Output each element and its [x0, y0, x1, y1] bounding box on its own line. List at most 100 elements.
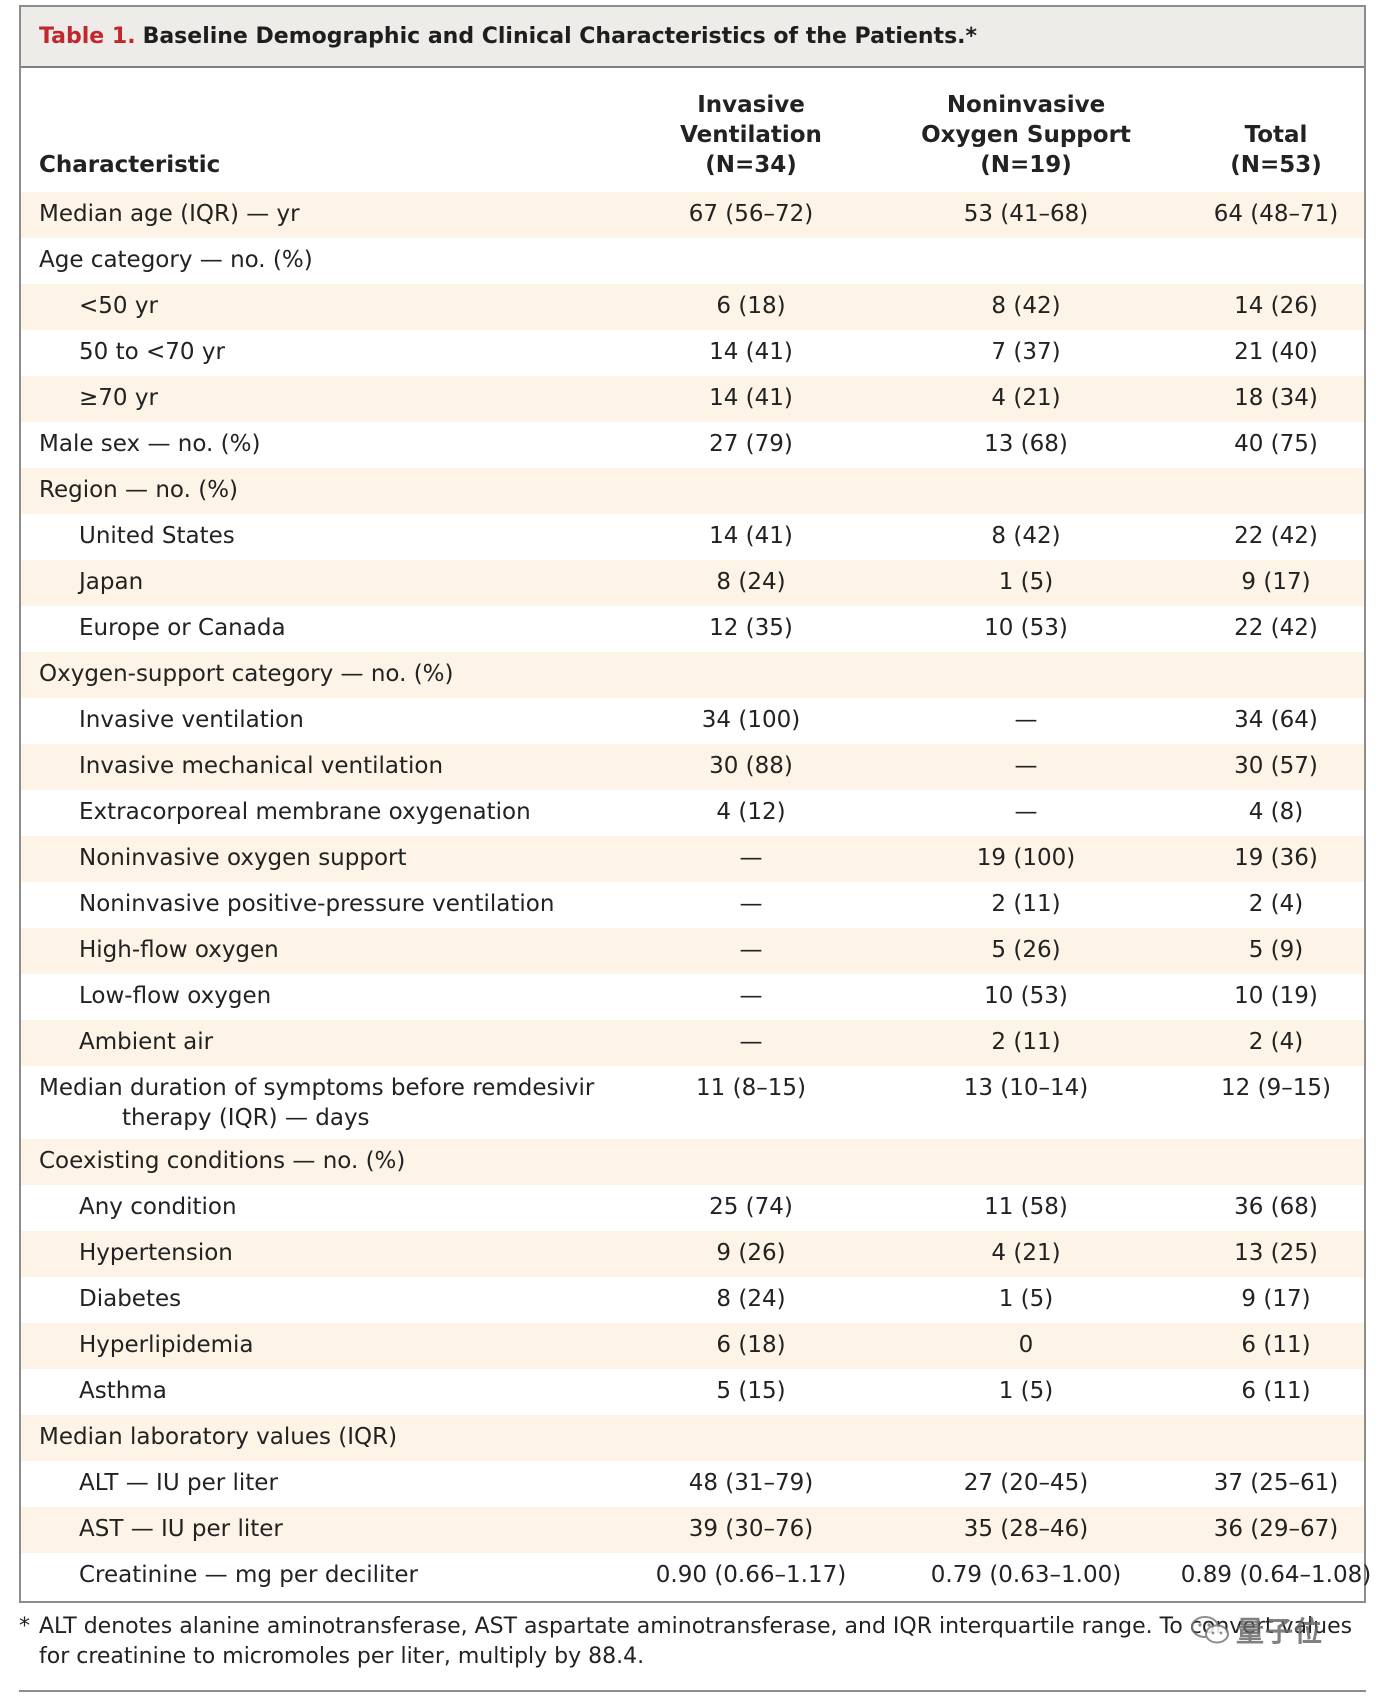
table-row: Median duration of symptoms before remde… — [21, 1066, 1364, 1139]
row-label-text: Europe or Canada — [79, 615, 286, 641]
row-label-text: AST — IU per liter — [79, 1516, 283, 1542]
row-label: Invasive ventilation — [79, 705, 304, 735]
cell-noninvasive-oxygen-support: 10 (53) — [984, 615, 1068, 641]
cell-total: 37 (25–61) — [1213, 1470, 1339, 1496]
cell-invasive-ventilation: 6 (18) — [716, 293, 786, 319]
cell-noninvasive-oxygen-support: 1 (5) — [998, 1286, 1054, 1312]
row-label-text: <50 yr — [79, 293, 158, 319]
table-row: Male sex — no. (%) 27 (79) 13 (68) 40 (75) — [21, 422, 1364, 468]
cell-total: 30 (57) — [1234, 753, 1318, 779]
cell-invasive-ventilation: 12 (35) — [709, 615, 793, 641]
row-label-text: Noninvasive oxygen support — [79, 845, 407, 871]
cell-total: 12 (9–15) — [1221, 1075, 1331, 1101]
table-body: Median age (IQR) — yr 67 (56–72) 53 (41–68… — [21, 192, 1371, 1599]
row-label: ALT — IU per liter — [79, 1468, 278, 1498]
row-label: Diabetes — [79, 1284, 181, 1314]
header-characteristic: Characteristic — [39, 152, 221, 178]
row-label: Invasive mechanical ventilation — [79, 751, 443, 781]
table-row: Median age (IQR) — yr 67 (56–72) 53 (41–68… — [21, 192, 1364, 238]
row-label-text: Low-flow oxygen — [79, 983, 272, 1009]
cell-noninvasive-oxygen-support: 27 (20–45) — [963, 1470, 1089, 1496]
cell-invasive-ventilation: 8 (24) — [716, 569, 786, 595]
table-row: Hyperlipidemia 6 (18) 0 6 (11) — [21, 1323, 1364, 1369]
cell-noninvasive-oxygen-support: 10 (53) — [984, 983, 1068, 1009]
row-label: Median age (IQR) — yr — [39, 199, 300, 229]
cell-total: 18 (34) — [1234, 385, 1318, 411]
table-row: <50 yr 6 (18) 8 (42) 14 (26) — [21, 284, 1364, 330]
table-row: 50 to <70 yr 14 (41) 7 (37) 21 (40) — [21, 330, 1364, 376]
cell-total: 9 (17) — [1241, 1286, 1311, 1312]
cell-total: 2 (4) — [1248, 891, 1304, 917]
table-label: Table 1. — [39, 24, 136, 49]
header-invasive-ventilation: Invasive Ventilation (N=34) — [621, 90, 881, 180]
row-label: AST — IU per liter — [79, 1514, 283, 1544]
row-label-text: Median duration of symptoms before remde… — [39, 1075, 595, 1101]
footnote-marker: * — [19, 1614, 30, 1639]
cell-invasive-ventilation: 14 (41) — [709, 523, 793, 549]
cell-noninvasive-oxygen-support: 4 (21) — [991, 385, 1061, 411]
row-label: ≥70 yr — [79, 383, 158, 413]
table-row: Invasive ventilation 34 (100) — 34 (64) — [21, 698, 1364, 744]
cell-noninvasive-oxygen-support: 19 (100) — [976, 845, 1076, 871]
cell-noninvasive-oxygen-support: 35 (28–46) — [963, 1516, 1089, 1542]
footnote-text: ALT denotes alanine aminotransferase, AS… — [39, 1614, 1353, 1669]
cell-noninvasive-oxygen-support: 13 (68) — [984, 431, 1068, 457]
row-label: Age category — no. (%) — [39, 245, 313, 275]
cell-total: 9 (17) — [1241, 569, 1311, 595]
cell-noninvasive-oxygen-support: 5 (26) — [991, 937, 1061, 963]
table-row: AST — IU per liter 39 (30–76) 35 (28–46) 36… — [21, 1507, 1364, 1553]
row-label: Noninvasive oxygen support — [79, 843, 407, 873]
cell-invasive-ventilation: 39 (30–76) — [688, 1516, 814, 1542]
table-frame: Table 1. Baseline Demographic and Clinic… — [19, 5, 1371, 1603]
cell-total: 0.89 (0.64–1.08) — [1180, 1562, 1372, 1588]
cell-invasive-ventilation: — — [739, 845, 763, 871]
cell-noninvasive-oxygen-support: 2 (11) — [991, 1029, 1061, 1055]
cell-noninvasive-oxygen-support: 13 (10–14) — [963, 1075, 1089, 1101]
cell-invasive-ventilation: — — [739, 937, 763, 963]
table-row: Median laboratory values (IQR) — [21, 1415, 1364, 1461]
cell-total: 36 (29–67) — [1213, 1516, 1339, 1542]
row-label: Coexisting conditions — no. (%) — [39, 1146, 405, 1176]
row-label-text: Diabetes — [79, 1286, 182, 1312]
header-line: (N=34) — [705, 152, 797, 178]
row-label: Male sex — no. (%) — [39, 429, 260, 459]
row-label-text: Median laboratory values (IQR) — [39, 1424, 398, 1450]
cell-noninvasive-oxygen-support: 1 (5) — [998, 1378, 1054, 1404]
cell-total: 64 (48–71) — [1213, 201, 1339, 227]
row-label: Japan — [79, 567, 143, 597]
row-label-text: Coexisting conditions — no. (%) — [39, 1148, 406, 1174]
table-row: United States 14 (41) 8 (42) 22 (42) — [21, 514, 1364, 560]
table-row: Any condition 25 (74) 11 (58) 36 (68) — [21, 1185, 1364, 1231]
table-row: Creatinine — mg per deciliter 0.90 (0.66–… — [21, 1553, 1371, 1599]
table-row: Noninvasive positive-pressure ventilatio… — [21, 882, 1364, 928]
table-row: Region — no. (%) — [21, 468, 1364, 514]
cell-invasive-ventilation: 30 (88) — [709, 753, 793, 779]
cell-total: 5 (9) — [1248, 937, 1304, 963]
cell-invasive-ventilation: 8 (24) — [716, 1286, 786, 1312]
table-title-bar: Table 1. Baseline Demographic and Clinic… — [21, 7, 1364, 68]
table-row: High-flow oxygen — 5 (26) 5 (9) — [21, 928, 1364, 974]
table-row: Europe or Canada 12 (35) 10 (53) 22 (42) — [21, 606, 1364, 652]
cell-noninvasive-oxygen-support: 4 (21) — [991, 1240, 1061, 1266]
table-row: Coexisting conditions — no. (%) — [21, 1139, 1364, 1185]
cell-noninvasive-oxygen-support: 0 — [1018, 1332, 1034, 1358]
row-label-text: Noninvasive positive-pressure ventilatio… — [79, 891, 555, 917]
row-label-text: Invasive mechanical ventilation — [79, 753, 444, 779]
cell-total: 21 (40) — [1234, 339, 1318, 365]
cell-invasive-ventilation: 0.90 (0.66–1.17) — [655, 1562, 847, 1588]
row-label-text: Oxygen-support category — no. (%) — [39, 661, 454, 687]
row-label-text: Any condition — [79, 1194, 237, 1220]
cell-noninvasive-oxygen-support: 8 (42) — [991, 293, 1061, 319]
row-label: High-flow oxygen — [79, 935, 279, 965]
cell-noninvasive-oxygen-support: 1 (5) — [998, 569, 1054, 595]
row-label: Hyperlipidemia — [79, 1330, 254, 1360]
row-label-text: Invasive ventilation — [79, 707, 304, 733]
header-line: Noninvasive — [946, 92, 1106, 118]
cell-invasive-ventilation: 9 (26) — [716, 1240, 786, 1266]
table-row: Japan 8 (24) 1 (5) 9 (17) — [21, 560, 1364, 606]
table-row: Diabetes 8 (24) 1 (5) 9 (17) — [21, 1277, 1364, 1323]
row-label-text: Extracorporeal membrane oxygenation — [79, 799, 531, 825]
watermark: 量子位 — [1190, 1608, 1360, 1652]
row-label: Hypertension — [79, 1238, 233, 1268]
cell-total: 4 (8) — [1248, 799, 1304, 825]
